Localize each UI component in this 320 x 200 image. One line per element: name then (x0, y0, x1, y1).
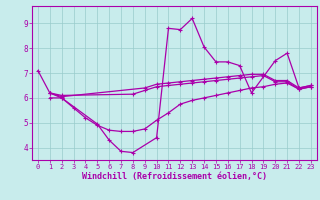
X-axis label: Windchill (Refroidissement éolien,°C): Windchill (Refroidissement éolien,°C) (82, 172, 267, 181)
